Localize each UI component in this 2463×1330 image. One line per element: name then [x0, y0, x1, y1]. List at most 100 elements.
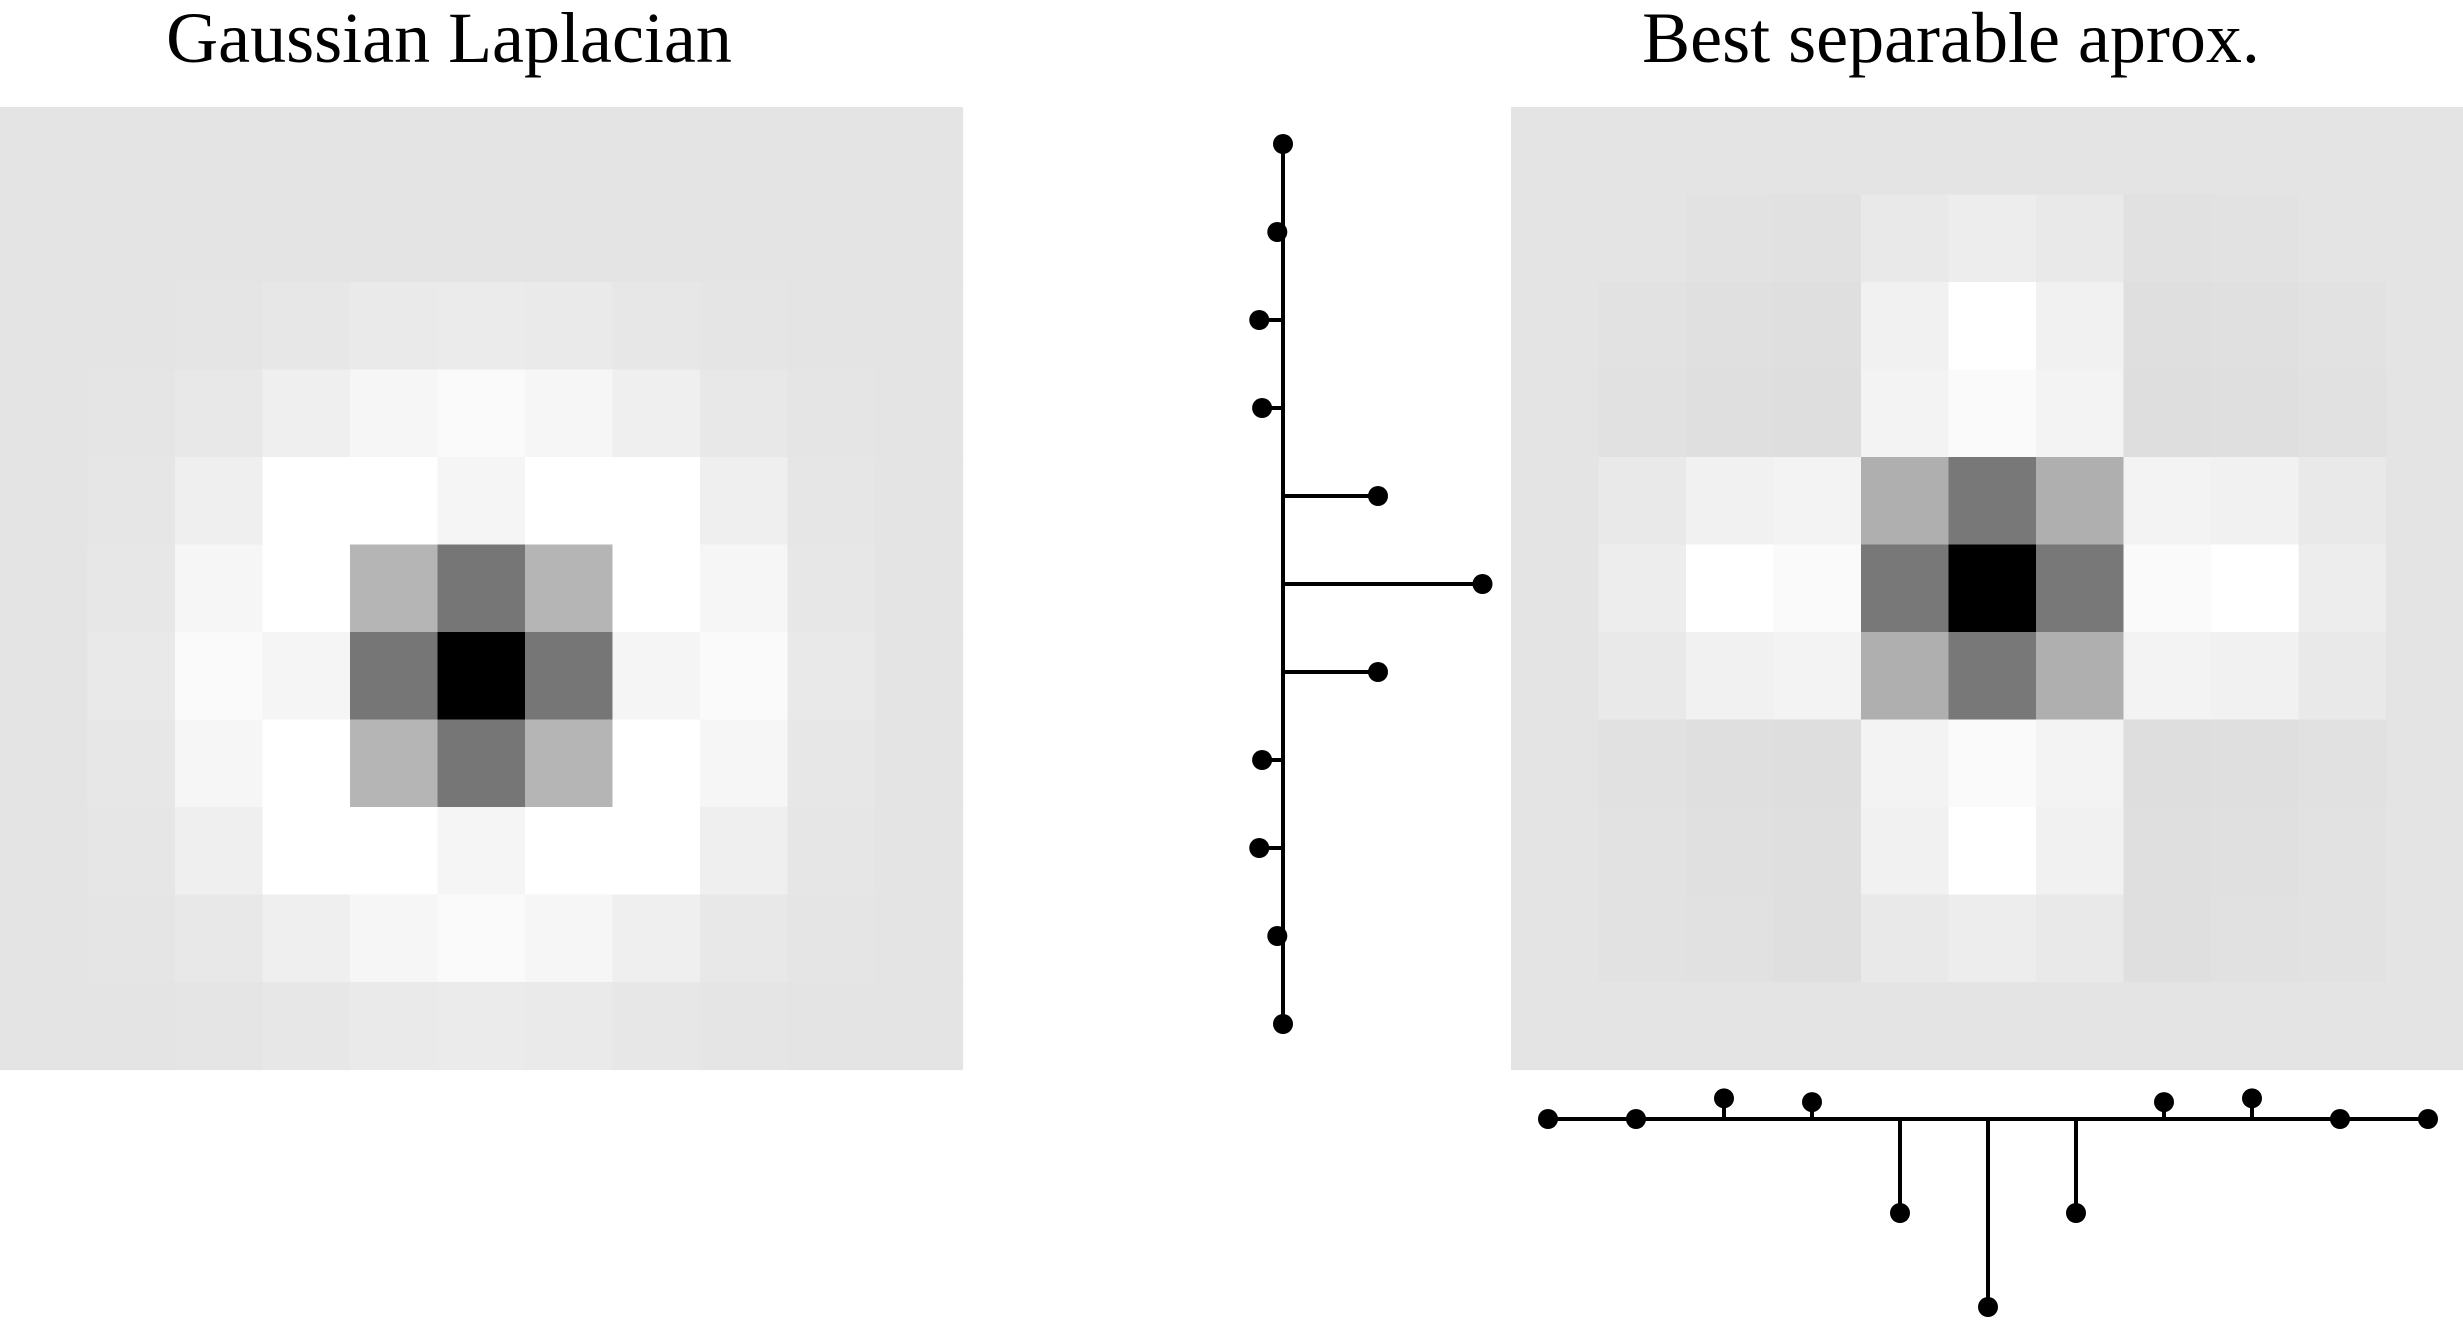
right-panel-title: Best separable aprox. — [1642, 0, 2260, 78]
right-kernel-pixel-r1-c10 — [2386, 194, 2463, 283]
vertical-filter-tap-0 — [1273, 134, 1293, 154]
left-kernel-pixel-r3-c10 — [875, 369, 964, 458]
right-kernel-pixel-r2-c9 — [2298, 282, 2387, 371]
left-kernel-pixel-r2-c6 — [525, 282, 614, 371]
left-kernel-pixel-r8-c6 — [525, 807, 614, 896]
horizontal-1d-filter-stem-plot — [1538, 1088, 2438, 1317]
left-kernel-pixel-r7-c1 — [87, 719, 176, 808]
vertical-filter-tap-6 — [1368, 662, 1388, 682]
right-kernel-pixel-r5-c5 — [1948, 544, 2037, 633]
right-kernel-pixel-r5-c7 — [2123, 544, 2212, 633]
left-kernel-pixel-r5-c8 — [700, 544, 789, 633]
right-kernel-pixel-r7-c8 — [2211, 719, 2300, 808]
right-kernel-pixel-r0-c2 — [1686, 107, 1775, 196]
right-kernel-pixel-r9-c10 — [2386, 894, 2463, 983]
right-kernel-pixel-r0-c8 — [2211, 107, 2300, 196]
right-kernel-pixel-r0-c5 — [1948, 107, 2037, 196]
right-kernel-pixel-r9-c7 — [2123, 894, 2212, 983]
right-kernel-pixel-r10-c3 — [1773, 982, 1862, 1071]
left-kernel-pixel-r2-c1 — [87, 282, 176, 371]
left-panel-title: Gaussian Laplacian — [166, 0, 732, 78]
right-kernel-pixel-r10-c0 — [1511, 982, 1600, 1071]
left-kernel-pixel-r3-c4 — [350, 369, 439, 458]
left-kernel-pixel-r8-c10 — [875, 807, 964, 896]
left-kernel-pixel-r8-c8 — [700, 807, 789, 896]
right-kernel-pixel-r1-c6 — [2036, 194, 2125, 283]
left-kernel-pixel-r9-c10 — [875, 894, 964, 983]
right-kernel-pixel-r3-c2 — [1686, 369, 1775, 458]
right-kernel-pixel-r8-c10 — [2386, 807, 2463, 896]
right-kernel-pixel-r7-c1 — [1598, 719, 1687, 808]
vertical-filter-tap-1 — [1267, 222, 1288, 242]
horizontal-filter-tap-3 — [1802, 1092, 1822, 1113]
left-kernel-pixel-r7-c4 — [350, 719, 439, 808]
right-kernel-pixel-r10-c4 — [1861, 982, 1950, 1071]
left-kernel-pixel-r6-c3 — [262, 632, 351, 721]
right-kernel-pixel-r0-c9 — [2298, 107, 2387, 196]
left-kernel-pixel-r2-c5 — [437, 282, 526, 371]
right-kernel-pixel-r6-c6 — [2036, 632, 2125, 721]
right-kernel-pixel-r4-c2 — [1686, 457, 1775, 546]
right-kernel-pixel-r4-c10 — [2386, 457, 2463, 546]
left-kernel-pixel-r9-c4 — [350, 894, 439, 983]
left-kernel-pixel-r8-c7 — [612, 807, 701, 896]
right-kernel-pixel-r3-c0 — [1511, 369, 1600, 458]
right-kernel-pixel-r3-c4 — [1861, 369, 1950, 458]
left-kernel-pixel-r6-c0 — [0, 632, 89, 721]
right-kernel-pixel-r7-c3 — [1773, 719, 1862, 808]
left-kernel-pixel-r10-c10 — [875, 982, 964, 1071]
left-kernel-pixel-r9-c6 — [525, 894, 614, 983]
right-kernel-pixel-r0-c3 — [1773, 107, 1862, 196]
right-kernel-pixel-r10-c5 — [1948, 982, 2037, 1071]
horizontal-filter-tap-7 — [2154, 1092, 2174, 1113]
left-kernel-pixel-r1-c9 — [787, 194, 876, 283]
left-kernel-pixel-r10-c0 — [0, 982, 89, 1071]
right-kernel-pixel-r1-c9 — [2298, 194, 2387, 283]
right-kernel-pixel-r6-c10 — [2386, 632, 2463, 721]
right-kernel-pixel-r2-c0 — [1511, 282, 1600, 371]
left-kernel-pixel-r3-c2 — [175, 369, 264, 458]
left-kernel-pixel-r2-c4 — [350, 282, 439, 371]
left-kernel-pixel-r7-c0 — [0, 719, 89, 808]
left-kernel-pixel-r0-c8 — [700, 107, 789, 196]
vertical-filter-tap-2 — [1249, 310, 1270, 330]
left-kernel-pixel-r8-c5 — [437, 807, 526, 896]
left-kernel-pixel-r0-c4 — [350, 107, 439, 196]
vertical-filter-tap-8 — [1249, 838, 1270, 858]
right-kernel-pixel-r5-c6 — [2036, 544, 2125, 633]
right-kernel-pixel-r10-c9 — [2298, 982, 2387, 1071]
right-kernel-pixel-r6-c1 — [1598, 632, 1687, 721]
right-kernel-pixel-r5-c1 — [1598, 544, 1687, 633]
left-kernel-pixel-r6-c6 — [525, 632, 614, 721]
right-kernel-pixel-r4-c3 — [1773, 457, 1862, 546]
right-kernel-pixel-r5-c2 — [1686, 544, 1775, 633]
vertical-filter-tap-9 — [1267, 926, 1288, 946]
right-kernel-pixel-r0-c0 — [1511, 107, 1600, 196]
right-kernel-pixel-r6-c8 — [2211, 632, 2300, 721]
right-kernel-pixel-r6-c5 — [1948, 632, 2037, 721]
right-kernel-pixel-r4-c1 — [1598, 457, 1687, 546]
right-kernel-pixel-r1-c0 — [1511, 194, 1600, 283]
left-kernel-pixel-r1-c0 — [0, 194, 89, 283]
right-kernel-pixel-r0-c4 — [1861, 107, 1950, 196]
left-kernel-pixel-r5-c2 — [175, 544, 264, 633]
right-kernel-pixel-r6-c2 — [1686, 632, 1775, 721]
vertical-filter-tap-3 — [1252, 398, 1273, 418]
left-kernel-pixel-r7-c7 — [612, 719, 701, 808]
right-kernel-pixel-r3-c9 — [2298, 369, 2387, 458]
left-kernel-pixel-r10-c9 — [787, 982, 876, 1071]
right-kernel-pixel-r9-c8 — [2211, 894, 2300, 983]
right-kernel-pixel-r2-c10 — [2386, 282, 2463, 371]
left-kernel-pixel-r2-c9 — [787, 282, 876, 371]
right-kernel-pixel-r8-c7 — [2123, 807, 2212, 896]
left-kernel-pixel-r0-c1 — [87, 107, 176, 196]
horizontal-filter-tap-4 — [1890, 1203, 1910, 1223]
right-kernel-pixel-r7-c6 — [2036, 719, 2125, 808]
horizontal-filter-tap-6 — [2066, 1203, 2086, 1223]
left-kernel-pixel-r3-c3 — [262, 369, 351, 458]
right-kernel-pixel-r2-c5 — [1948, 282, 2037, 371]
right-kernel-pixel-r2-c7 — [2123, 282, 2212, 371]
left-kernel-pixel-r4-c8 — [700, 457, 789, 546]
right-kernel-pixel-r7-c2 — [1686, 719, 1775, 808]
